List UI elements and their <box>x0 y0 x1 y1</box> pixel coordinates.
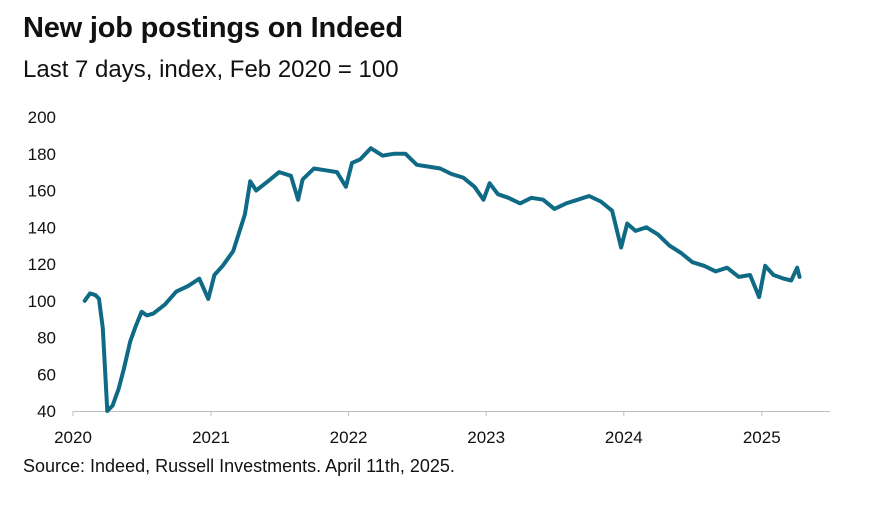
y-tick-label: 40 <box>37 402 56 421</box>
y-tick-label: 140 <box>28 218 56 237</box>
y-axis-tick-labels: 40 60 80 100 120 140 160 180 200 <box>28 108 56 421</box>
x-tick-label: 2023 <box>467 428 505 447</box>
x-tick-label: 2022 <box>330 428 368 447</box>
x-axis-tick-labels: 2020 2021 2022 2023 2024 2025 <box>54 428 781 447</box>
y-tick-label: 200 <box>28 108 56 127</box>
x-tick-label: 2025 <box>743 428 781 447</box>
x-tick-label: 2020 <box>54 428 92 447</box>
chart-title: New job postings on Indeed <box>23 12 403 44</box>
chart-subtitle: Last 7 days, index, Feb 2020 = 100 <box>23 56 399 83</box>
y-tick-label: 120 <box>28 255 56 274</box>
y-tick-label: 60 <box>37 365 56 384</box>
x-tick-label: 2021 <box>192 428 230 447</box>
y-tick-label: 100 <box>28 292 56 311</box>
series-line <box>82 146 802 413</box>
x-axis-tick-marks <box>72 411 763 416</box>
source-note: Source: Indeed, Russell Investments. Apr… <box>23 456 455 476</box>
x-tick-label: 2024 <box>605 428 643 447</box>
y-tick-label: 160 <box>28 182 56 201</box>
y-tick-label: 180 <box>28 145 56 164</box>
y-tick-label: 80 <box>37 329 56 348</box>
